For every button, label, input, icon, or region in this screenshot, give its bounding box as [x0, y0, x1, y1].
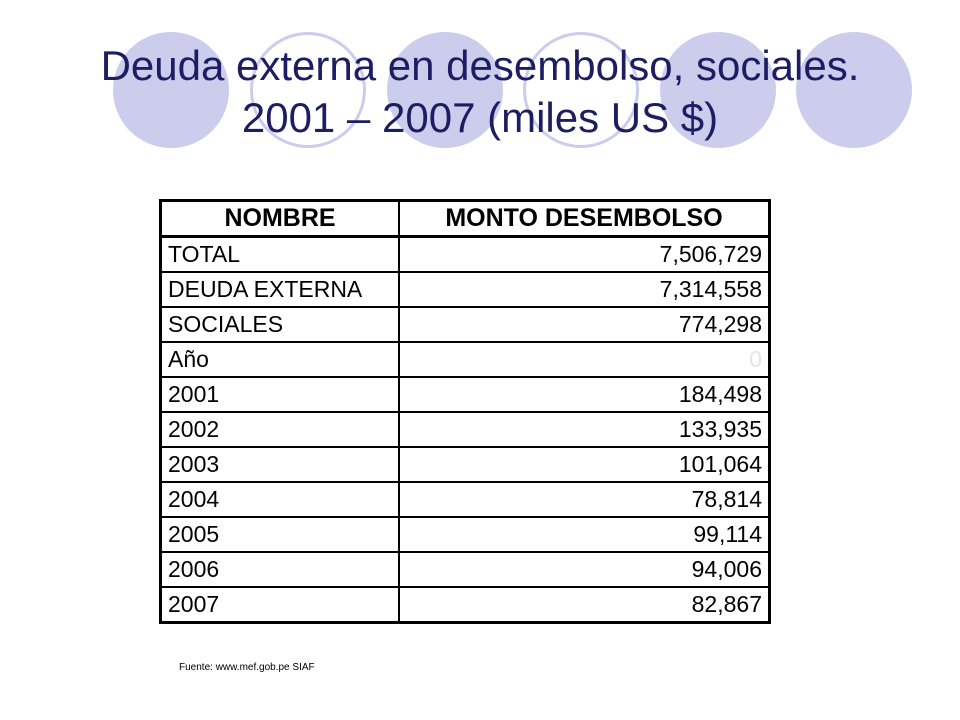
table-row: 2005 99,114 [159, 516, 771, 553]
row-value: 133,935 [398, 411, 771, 448]
column-header-nombre: NOMBRE [159, 199, 400, 238]
row-value: 184,498 [398, 376, 771, 413]
decorative-circle-6 [796, 32, 912, 148]
slide-title-line-1: Deuda externa en desembolso, sociales. [100, 42, 860, 89]
row-name: 2007 [159, 586, 400, 624]
column-header-monto: MONTO DESEMBOLSO [398, 199, 771, 238]
table-header-row: NOMBRE MONTO DESEMBOLSO [159, 199, 771, 238]
row-name: 2002 [159, 411, 400, 448]
row-value: 78,814 [398, 481, 771, 518]
row-name: 2001 [159, 376, 400, 413]
debt-table: NOMBRE MONTO DESEMBOLSO TOTAL 7,506,729 … [159, 199, 771, 624]
row-name: 2005 [159, 516, 400, 553]
slide-title-line-2: 2001 – 2007 (miles US $) [241, 94, 719, 141]
row-value: 82,867 [398, 586, 771, 624]
table-row: 2003 101,064 [159, 446, 771, 483]
table-row: 2002 133,935 [159, 411, 771, 448]
row-value: 0 [398, 341, 771, 378]
row-value: 7,506,729 [398, 235, 771, 273]
row-name: TOTAL [159, 235, 400, 273]
decorative-circle-2 [250, 32, 366, 148]
row-name: 2003 [159, 446, 400, 483]
row-value: 101,064 [398, 446, 771, 483]
decorative-circle-1 [113, 32, 229, 148]
row-name: Año [159, 341, 400, 378]
row-name: 2006 [159, 551, 400, 588]
table-row: 2001 184,498 [159, 376, 771, 413]
table-row: 2006 94,006 [159, 551, 771, 588]
decorative-circle-4 [523, 32, 639, 148]
row-name: DEUDA EXTERNA [159, 271, 400, 308]
source-note: Fuente: www.mef.gob.pe SIAF [179, 662, 315, 673]
table-row: 2004 78,814 [159, 481, 771, 518]
row-value: 774,298 [398, 306, 771, 343]
slide-title: Deuda externa en desembolso, sociales. 2… [40, 40, 920, 144]
table-row: SOCIALES 774,298 [159, 306, 771, 343]
row-name: SOCIALES [159, 306, 400, 343]
table-row: DEUDA EXTERNA 7,314,558 [159, 271, 771, 308]
table-row: 2007 82,867 [159, 586, 771, 624]
row-value: 94,006 [398, 551, 771, 588]
row-value: 99,114 [398, 516, 771, 553]
decorative-circle-5 [660, 32, 776, 148]
table-row: TOTAL 7,506,729 [159, 235, 771, 273]
row-value: 7,314,558 [398, 271, 771, 308]
table-row: Año 0 [159, 341, 771, 378]
decorative-circle-3 [387, 32, 503, 148]
row-name: 2004 [159, 481, 400, 518]
